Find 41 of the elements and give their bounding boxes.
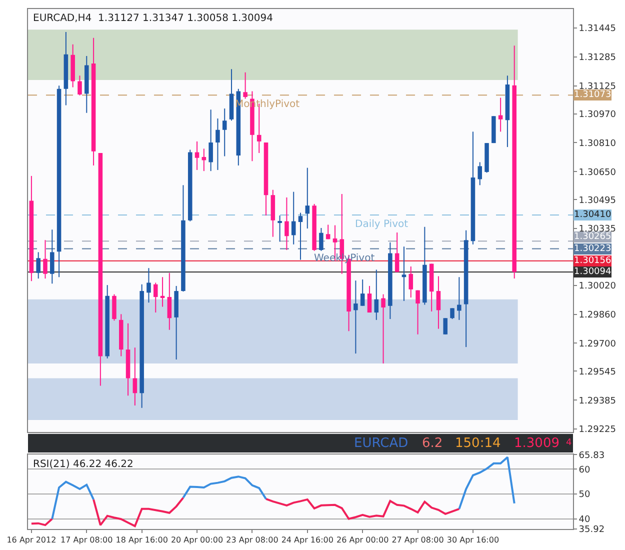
x-tick-label: 23 Apr 08:00 — [226, 536, 278, 545]
text: EURCAD — [354, 436, 408, 451]
y-tick-label: 1.30970 — [578, 110, 616, 120]
y-tick-label: 1.31125 — [578, 82, 616, 92]
annotation: Daily Pivot — [355, 219, 408, 230]
y-tick-label: 1.29385 — [578, 396, 616, 406]
ref-line-label: 1.30156 — [574, 256, 612, 266]
text: 4 — [566, 438, 572, 448]
y-tick-label: 60 — [578, 465, 591, 476]
y-tick-label: 65.83 — [578, 450, 605, 461]
ref-line-label: 1.30265 — [574, 232, 612, 242]
y-tick-label: 1.31285 — [578, 53, 616, 64]
ref-line-label: 1.30223 — [574, 244, 612, 254]
y-tick-label: 1.29700 — [578, 339, 616, 350]
x-tick-label: 24 Apr 16:00 — [281, 536, 334, 545]
text: 6.2 — [422, 436, 443, 451]
text: 1.3009 — [514, 436, 560, 451]
y-tick-label: 50 — [578, 490, 591, 500]
ref-line-label: 1.30410 — [574, 210, 612, 220]
y-tick-label: 40 — [578, 515, 591, 526]
y-tick-label: 1.29545 — [578, 367, 616, 378]
text: 150:14 — [455, 436, 501, 451]
chart-title: RSI(21) 46.22 46.22 — [33, 459, 134, 470]
ref-line-label: 1.31073 — [574, 90, 612, 100]
x-tick-label: 18 Apr 16:00 — [116, 536, 168, 545]
y-tick-label: 1.30650 — [578, 168, 616, 178]
y-tick-label: 1.30495 — [578, 196, 616, 206]
ref-line-label: 1.30094 — [574, 267, 612, 277]
y-tick-label: 35.92 — [578, 525, 605, 536]
y-tick-label: 1.29860 — [578, 310, 616, 320]
x-tick-label: 20 Apr 00:00 — [170, 536, 224, 545]
y-tick-label: 1.31445 — [578, 24, 616, 34]
y-tick-label: 1.30020 — [578, 282, 616, 292]
x-tick-label: 27 Apr 08:00 — [392, 536, 444, 545]
y-tick-label: 1.30810 — [578, 138, 616, 149]
y-tick-label: 1.29225 — [578, 425, 616, 436]
x-tick-label: 30 Apr 16:00 — [446, 536, 500, 545]
x-tick-label: 17 Apr 08:00 — [60, 536, 113, 545]
x-tick-label: 26 Apr 00:00 — [336, 536, 389, 545]
chart-title: EURCAD,H4 1.31127 1.31347 1.30058 1.30094 — [33, 13, 273, 24]
x-tick-label: 16 Apr 2012 — [6, 536, 56, 545]
